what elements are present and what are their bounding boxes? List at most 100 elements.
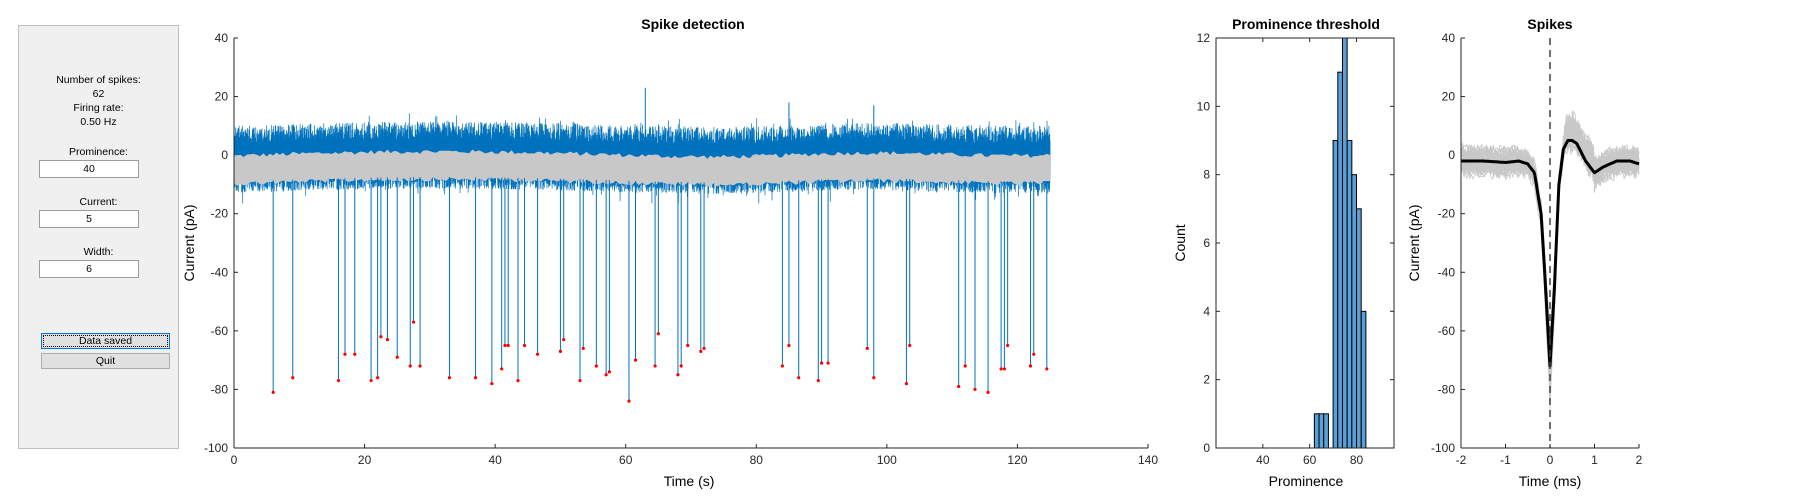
spike-detection-ylabel: Current (pA) — [181, 204, 197, 281]
x-tick-label: -2 — [1456, 453, 1467, 467]
spike-peak-marker — [473, 376, 478, 380]
x-tick-label: 2 — [1636, 453, 1643, 467]
spike-peak-marker — [702, 346, 706, 351]
y-tick-label: 4 — [1203, 304, 1210, 318]
prominence-title: Prominence threshold — [1232, 16, 1380, 32]
spike-peak-marker — [385, 338, 390, 342]
spike-peak-marker — [604, 373, 608, 377]
y-tick-label: 20 — [215, 90, 229, 104]
spike-peak-marker — [1006, 343, 1010, 348]
spike-peak-marker — [395, 355, 399, 359]
spike-peak-marker — [562, 338, 566, 342]
y-tick-label: -40 — [211, 265, 229, 279]
x-tick-label: 140 — [1138, 453, 1158, 467]
histogram-bar — [1337, 71, 1343, 449]
spike-peak-marker — [271, 390, 275, 394]
current-label: Current: — [79, 196, 118, 208]
spike-peak-marker — [676, 373, 680, 377]
spike-peak-marker — [797, 376, 801, 380]
baseline-band — [234, 149, 1051, 187]
spike-peak-marker — [291, 376, 295, 380]
x-tick-label: 40 — [488, 453, 502, 467]
x-tick-label: 80 — [1350, 453, 1364, 467]
spike-peak-marker — [447, 376, 452, 380]
spike-peak-marker — [686, 343, 690, 348]
spike-peak-marker — [500, 367, 504, 371]
prominence-ylabel: Count — [1172, 224, 1188, 261]
histogram-bar — [1341, 37, 1348, 449]
histogram-bar — [1356, 208, 1362, 449]
spike-peak-marker — [578, 379, 582, 383]
y-tick-label: -20 — [211, 207, 229, 221]
spike-peak-marker — [343, 352, 347, 356]
y-tick-label: -100 — [204, 441, 228, 455]
spike-peak-marker — [986, 390, 990, 394]
spike-peak-marker — [908, 343, 912, 348]
x-tick-label: 20 — [358, 453, 372, 467]
spike-peak-marker — [819, 361, 824, 365]
spike-peak-marker — [963, 364, 967, 368]
prominence-axes-box — [1215, 37, 1395, 449]
histogram-bar — [1318, 413, 1325, 449]
x-tick-label: 0 — [231, 453, 238, 467]
spike-peak-marker — [418, 364, 422, 368]
y-tick-label: -40 — [1438, 265, 1456, 279]
y-tick-label: -80 — [211, 382, 229, 396]
spike-peak-marker — [516, 379, 520, 383]
histogram-bar — [1351, 174, 1358, 449]
spike-peak-marker — [369, 379, 373, 383]
spike-peak-marker — [826, 361, 830, 365]
width-input[interactable] — [39, 260, 139, 278]
spike-count-value: 62 — [92, 88, 105, 100]
spike-peak-marker — [633, 358, 638, 362]
current-input[interactable] — [39, 210, 139, 228]
spike-peak-marker — [376, 376, 380, 380]
save-button[interactable]: Data saved — [41, 333, 170, 349]
y-tick-label: 10 — [1197, 99, 1211, 113]
spike-peak-marker — [780, 364, 785, 368]
spike-peak-marker — [999, 367, 1003, 371]
y-tick-label: 40 — [1442, 31, 1456, 45]
spike-peak-marker — [957, 384, 961, 389]
x-tick-label: 40 — [1256, 453, 1270, 467]
y-tick-label: 0 — [1203, 441, 1210, 455]
y-tick-label: 40 — [215, 31, 229, 45]
firing-rate-label: Firing rate: — [73, 102, 124, 114]
prominence-axes: Prominence threshold Prominence Count 40… — [1172, 16, 1395, 489]
y-tick-label: -60 — [1438, 324, 1456, 338]
y-tick-label: 8 — [1203, 168, 1210, 182]
spike-peak-marker — [411, 320, 416, 324]
spike-waveform — [1460, 119, 1640, 372]
spike-peak-marker — [1028, 364, 1033, 368]
x-tick-label: 60 — [1303, 453, 1317, 467]
spike-peak-marker — [627, 399, 631, 403]
quit-button[interactable]: Quit — [41, 353, 170, 369]
spike-peak-marker — [872, 376, 876, 380]
firing-rate-value: 0.50 Hz — [80, 116, 117, 128]
spike-peak-marker — [653, 364, 657, 368]
x-tick-label: -1 — [1500, 453, 1511, 467]
histogram-bar — [1332, 140, 1339, 449]
spike-peak-marker — [656, 332, 660, 336]
y-tick-label: -80 — [1438, 382, 1456, 396]
x-tick-label: 80 — [750, 453, 764, 467]
histogram-bar — [1323, 413, 1329, 449]
spikes-xlabel: Time (ms) — [1519, 473, 1581, 489]
y-tick-label: 6 — [1203, 236, 1210, 250]
spike-peak-marker — [679, 364, 683, 368]
y-tick-label: -100 — [1431, 441, 1455, 455]
x-tick-label: 0 — [1547, 453, 1554, 467]
histogram-bar — [1346, 140, 1353, 449]
spike-detection-xlabel: Time (s) — [664, 473, 715, 489]
x-tick-label: 1 — [1591, 453, 1598, 467]
histogram-bar — [1313, 413, 1320, 449]
spike-peak-marker — [581, 346, 585, 351]
spike-detection-axes: Spike detection Time (s) Current (pA) 0 2… — [181, 16, 1158, 489]
current-trace — [233, 113, 1051, 204]
prominence-input[interactable] — [39, 160, 139, 178]
spike-peak-marker — [865, 346, 869, 351]
y-tick-label: -20 — [1438, 207, 1456, 221]
spike-peak-marker — [1032, 352, 1036, 356]
width-label: Width: — [83, 246, 114, 258]
